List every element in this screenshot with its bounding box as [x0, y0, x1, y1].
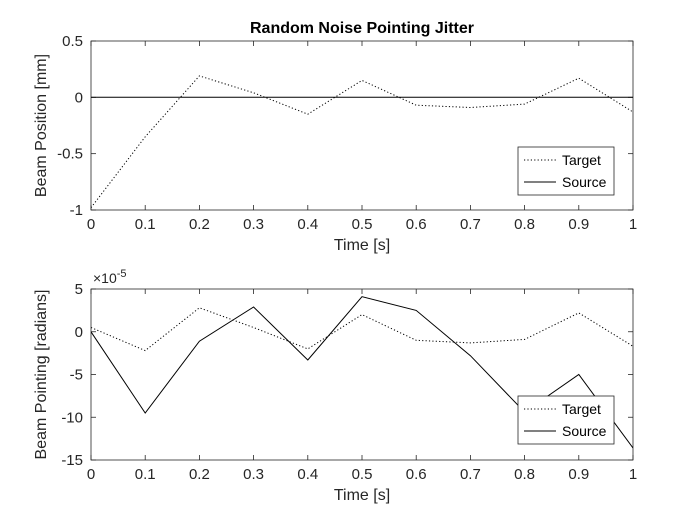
- y-tick-label: -15: [61, 452, 83, 469]
- x-tick-label: 0.7: [460, 466, 481, 483]
- legend-box: [517, 146, 615, 196]
- y-exponent-base: ×10: [93, 270, 117, 286]
- legend-label-target: Target: [562, 401, 601, 417]
- y-exponent-label: ×10-5: [93, 268, 127, 286]
- legend-box: [517, 395, 615, 445]
- y-tick-label: -5: [70, 367, 83, 384]
- x-tick-label: 1: [629, 466, 637, 483]
- x-axis-label: Time [s]: [334, 487, 390, 504]
- x-tick-label: 0.1: [135, 466, 156, 483]
- x-tick-label: 0: [87, 466, 95, 483]
- y-tick-label: -0.5: [57, 146, 83, 163]
- x-tick-label: 0.5: [352, 466, 373, 483]
- top-axes: 0 0.1 0.2 0.3 0.4 0.5 0.6 0.7 0.8 0.9 1 -1 -0.5 0 0.5 T…: [33, 33, 637, 254]
- legend-label-target: Target: [562, 152, 601, 168]
- x-tick-label: 0.6: [406, 466, 427, 483]
- x-tick-label: 0.8: [514, 216, 535, 233]
- x-tick-label: 0.1: [135, 216, 156, 233]
- x-tick-label: 0.4: [297, 466, 318, 483]
- y-tick-label: -10: [61, 409, 83, 426]
- x-tick-label: 0.9: [568, 216, 589, 233]
- x-tick-label: 0: [87, 216, 95, 233]
- y-tick-label: 0: [75, 89, 83, 106]
- legend-label-source: Source: [562, 423, 607, 439]
- x-axis-label: Time [s]: [334, 237, 390, 254]
- x-tick-label: 0.7: [460, 216, 481, 233]
- series-line-target: [91, 75, 633, 209]
- x-tick-label: 0.4: [297, 216, 318, 233]
- x-tick-label: 0.3: [243, 216, 264, 233]
- y-exponent-power: -5: [117, 268, 127, 280]
- x-tick-label: 0.2: [189, 216, 210, 233]
- y-tick-label: 0.5: [62, 33, 83, 50]
- legend-label-source: Source: [562, 174, 607, 190]
- series-line-target: [91, 307, 633, 352]
- x-tick-label: 0.6: [406, 216, 427, 233]
- bottom-axes: 0 0.1 0.2 0.3 0.4 0.5 0.6 0.7 0.8 0.9 1 -15 -10 -5 0 5 T…: [33, 268, 637, 504]
- x-tick-label: 0.5: [352, 216, 373, 233]
- y-axis-label: Beam Position [mm]: [33, 54, 50, 197]
- chart-title: Random Noise Pointing Jitter: [250, 20, 474, 37]
- y-axis-label: Beam Pointing [radians]: [33, 290, 50, 460]
- x-tick-label: 0.2: [189, 466, 210, 483]
- x-tick-label: 0.8: [514, 466, 535, 483]
- x-tick-label: 1: [629, 216, 637, 233]
- y-tick-label: -1: [70, 202, 83, 219]
- x-tick-label: 0.9: [568, 466, 589, 483]
- y-tick-label: 5: [75, 281, 83, 298]
- x-tick-label: 0.3: [243, 466, 264, 483]
- y-tick-label: 0: [75, 324, 83, 341]
